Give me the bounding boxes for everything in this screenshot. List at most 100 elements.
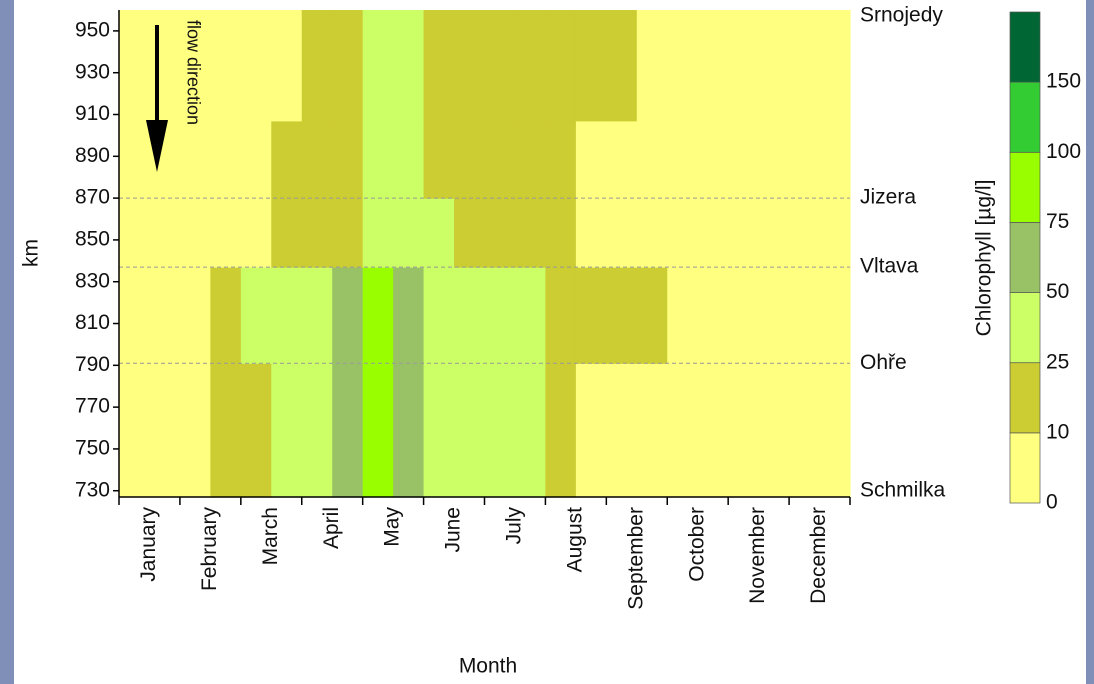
cell [179,120,211,199]
cell [514,363,547,498]
cell [545,198,577,268]
cell [179,363,211,498]
cell [636,120,668,199]
cell [545,267,577,364]
y-tick-label: 790 [75,353,110,376]
cell [271,10,303,122]
colorbar-tick-label: 100 [1046,140,1081,163]
cell [362,120,394,199]
cell [271,198,303,268]
y-tick-label: 750 [75,436,110,459]
x-tick-label: March [259,507,282,565]
cell [393,267,425,364]
cell [210,10,242,122]
cell [514,198,547,268]
cell [149,363,181,498]
cell [789,120,821,199]
flow-arrow-head [146,120,168,172]
colorbar-tick-label: 150 [1046,70,1081,93]
cell [119,120,151,199]
x-tick-label: June [442,507,465,553]
cell [728,198,760,268]
cell [240,267,272,364]
y-tick-label: 930 [75,60,110,83]
cell [332,10,364,122]
colorbar-band [1009,292,1041,364]
colorbar-tick-label: 0 [1046,491,1058,514]
cell [697,10,729,122]
cell [545,363,577,498]
location-label: Srnojedy [860,4,943,27]
colorbar-tick-label: 10 [1046,420,1069,443]
location-label: Ohře [860,351,907,374]
cell [332,363,364,498]
y-tick-label: 770 [75,395,110,418]
cell [179,267,211,364]
cell [179,10,211,122]
cell [301,267,333,364]
cell [210,267,242,364]
cell [606,10,638,122]
cell [697,363,729,498]
colorbar-tick-label: 25 [1046,350,1069,373]
cell [728,120,760,199]
cell [484,198,516,268]
cell [636,10,668,122]
cell [758,120,790,199]
cell [149,10,181,122]
cell [179,198,211,268]
cell [423,10,455,122]
cell [789,267,821,364]
y-tick-label: 830 [75,269,110,292]
cell [819,363,851,498]
cell [454,120,486,199]
cell [514,120,547,199]
cell [454,363,486,498]
cell [545,10,577,122]
y-tick-label: 730 [75,478,110,501]
annotation: flow direction [183,20,203,125]
cell [484,363,516,498]
cell [423,267,455,364]
x-tick-label: October [685,507,708,582]
cell [240,363,272,498]
y-tick-label: 910 [75,102,110,125]
cell [575,120,607,199]
cell [697,198,729,268]
x-tick-label: May [381,507,404,547]
cell [667,10,699,122]
cell [728,267,760,364]
cell [210,120,242,199]
cell [362,10,394,122]
cell [606,267,638,364]
cell [484,267,516,364]
cell [606,198,638,268]
cell [301,363,333,498]
cell [484,10,516,122]
cell [454,10,486,122]
cell [606,363,638,498]
cell [758,10,790,122]
y-tick-label: 870 [75,186,110,209]
cell [545,120,577,199]
cell [667,120,699,199]
cell [423,120,455,199]
y-tick-label: 890 [75,144,110,167]
cell [514,267,547,364]
cell [210,198,242,268]
cell [149,267,181,364]
cell [301,198,333,268]
location-label: Vltava [860,255,919,278]
y-tick-label: 810 [75,311,110,334]
colorbar-band [1009,11,1041,83]
x-tick-label: September [624,507,647,610]
cell [119,363,151,498]
cell [454,198,486,268]
y-tick-label: 850 [75,227,110,250]
x-tick-label: July [503,507,526,545]
cell [119,198,151,268]
cell [636,363,668,498]
cell [758,363,790,498]
cell [362,363,394,498]
